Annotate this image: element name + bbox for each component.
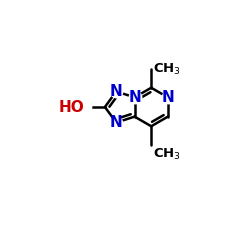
Text: CH$_3$: CH$_3$ (153, 62, 181, 77)
Text: N: N (162, 90, 174, 105)
Text: N: N (128, 90, 141, 105)
Text: HO: HO (59, 100, 85, 114)
Text: CH$_3$: CH$_3$ (153, 146, 181, 162)
Text: N: N (110, 115, 122, 130)
Text: N: N (110, 84, 122, 99)
